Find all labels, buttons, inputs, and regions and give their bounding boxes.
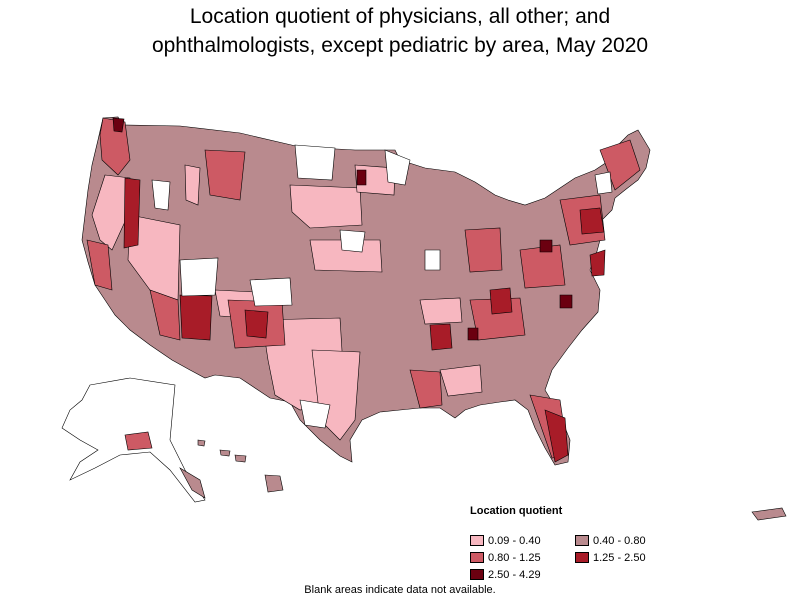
legend-item-0-80-1-25: 0.80 - 1.25: [470, 551, 575, 564]
alaska: [61, 377, 206, 503]
alaska-region-southeast: [179, 467, 206, 499]
puerto-rico: [751, 507, 787, 521]
contiguous-us: [81, 116, 651, 466]
legend-swatch-1-25-2-50: [575, 552, 589, 563]
puerto-rico-island: [751, 507, 787, 521]
legend-swatch-0-80-1-25: [470, 552, 484, 563]
regions-no-data: [151, 144, 613, 429]
map-legend: Location quotient 0.09 - 0.40 0.40 - 0.8…: [470, 505, 710, 581]
legend-swatch-2-50-4-29: [470, 569, 484, 580]
legend-label-0-09-0-40: 0.09 - 0.40: [488, 534, 541, 547]
legend-item-0-09-0-40: 0.09 - 0.40: [470, 534, 575, 547]
legend-title: Location quotient: [470, 505, 563, 517]
map-title-line-2: ophthalmologists, except pediatric by ar…: [151, 34, 649, 57]
map-title: Location quotient of physicians, all oth…: [0, 2, 800, 60]
legend-item-1-25-2-50: 1.25 - 2.50: [575, 551, 685, 564]
legend-item-2-50-4-29: 2.50 - 4.29: [470, 568, 575, 581]
legend-item-0-40-0-80: 0.40 - 0.80: [575, 534, 685, 547]
legend-label-0-80-1-25: 0.80 - 1.25: [488, 551, 541, 564]
hawaii-island-2: [219, 449, 231, 457]
regions-lq-1-25-2-50: [123, 177, 606, 463]
legend-label-1-25-2-50: 1.25 - 2.50: [593, 551, 646, 564]
legend-label-0-40-0-80: 0.40 - 0.80: [593, 534, 646, 547]
hawaii: [197, 439, 284, 493]
legend-swatch-0-40-0-80: [575, 535, 589, 546]
legend-items: 0.09 - 0.40 0.40 - 0.80 0.80 - 1.25 1.25…: [470, 534, 710, 581]
legend-label-2-50-4-29: 2.50 - 4.29: [488, 568, 541, 581]
legend-swatch-0-09-0-40: [470, 535, 484, 546]
blank-areas-note: Blank areas indicate data not available.: [304, 584, 496, 596]
hawaii-island-4: [264, 474, 284, 493]
hawaii-island-1: [197, 439, 206, 447]
map-title-line-1: Location quotient of physicians, all oth…: [189, 5, 611, 28]
alaska-region-anchorage: [124, 431, 153, 451]
hawaii-island-3: [234, 454, 247, 463]
regions-lq-2-50-4-29: [112, 117, 573, 341]
